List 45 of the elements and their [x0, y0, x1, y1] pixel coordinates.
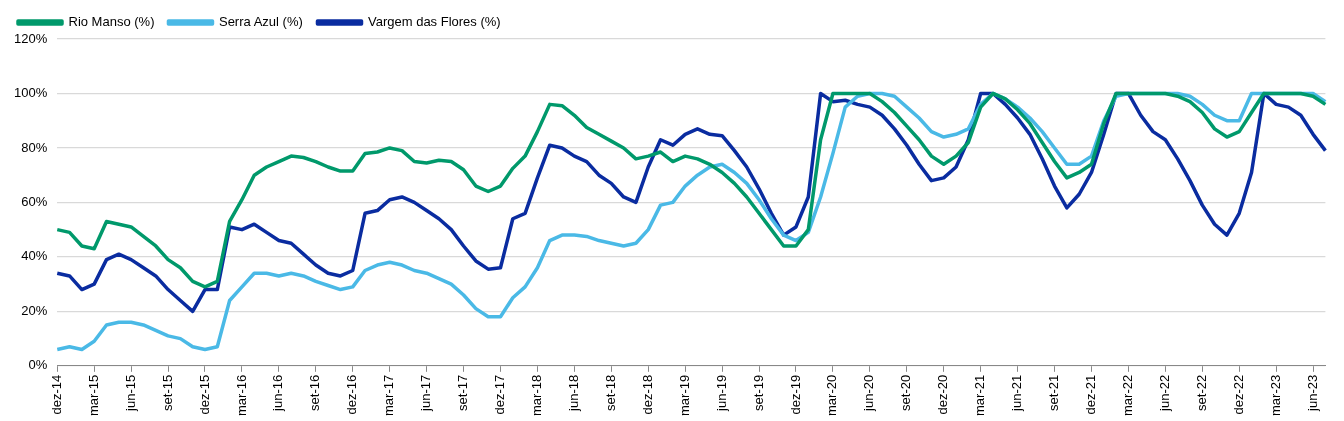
x-tick-label: jun-23 — [1304, 374, 1320, 412]
legend-label: Serra Azul (%) — [218, 14, 303, 30]
x-tick-label: jun-22 — [1156, 374, 1172, 412]
legend-label: Vargem das Flores (%) — [367, 14, 501, 30]
x-tick-label: dez-18 — [639, 374, 655, 415]
x-tick-label: set-18 — [602, 374, 618, 411]
x-tick-label: mar-16 — [233, 374, 249, 417]
x-tick-label: dez-17 — [492, 374, 508, 415]
x-tick-label: mar-22 — [1119, 374, 1135, 417]
x-tick-label: jun-19 — [713, 374, 729, 412]
x-tick-label: dez-22 — [1230, 374, 1246, 415]
y-tick-label: 40% — [21, 248, 48, 264]
x-tick-label: set-16 — [307, 374, 323, 411]
x-tick-label: jun-16 — [270, 374, 286, 412]
x-tick-label: set-15 — [159, 374, 175, 411]
x-tick-label: set-19 — [750, 374, 766, 411]
y-tick-label: 120% — [14, 30, 48, 46]
x-tick-label: dez-15 — [196, 374, 212, 415]
x-tick-label: dez-14 — [48, 374, 64, 415]
x-tick-label: dez-19 — [787, 374, 803, 415]
legend-label: Rio Manso (%) — [68, 14, 155, 30]
x-tick-label: mar-20 — [824, 374, 840, 417]
x-tick-label: mar-19 — [676, 374, 692, 417]
y-tick-label: 60% — [21, 193, 48, 209]
x-tick-label: jun-21 — [1009, 374, 1025, 412]
x-tick-label: mar-18 — [529, 374, 544, 417]
x-tick-label: dez-16 — [344, 374, 360, 415]
y-tick-label: 20% — [21, 302, 48, 318]
x-tick-label: mar-17 — [381, 374, 397, 417]
x-tick-label: set-17 — [455, 374, 471, 411]
x-tick-label: set-21 — [1046, 374, 1062, 411]
x-tick-label: set-22 — [1193, 374, 1209, 411]
x-tick-label: set-20 — [898, 374, 914, 411]
x-tick-label: mar-15 — [85, 374, 101, 417]
x-tick-label: jun-15 — [122, 374, 138, 412]
x-tick-label: dez-20 — [935, 374, 951, 415]
y-tick-label: 0% — [28, 357, 48, 373]
x-tick-label: dez-21 — [1083, 374, 1099, 415]
x-tick-label: mar-21 — [972, 374, 988, 417]
x-tick-label: mar-23 — [1267, 374, 1283, 417]
y-tick-label: 80% — [21, 139, 48, 155]
x-tick-label: jun-17 — [418, 374, 434, 412]
x-tick-label: jun-18 — [565, 374, 581, 412]
y-tick-label: 100% — [14, 85, 48, 101]
x-tick-label: jun-20 — [861, 374, 877, 412]
